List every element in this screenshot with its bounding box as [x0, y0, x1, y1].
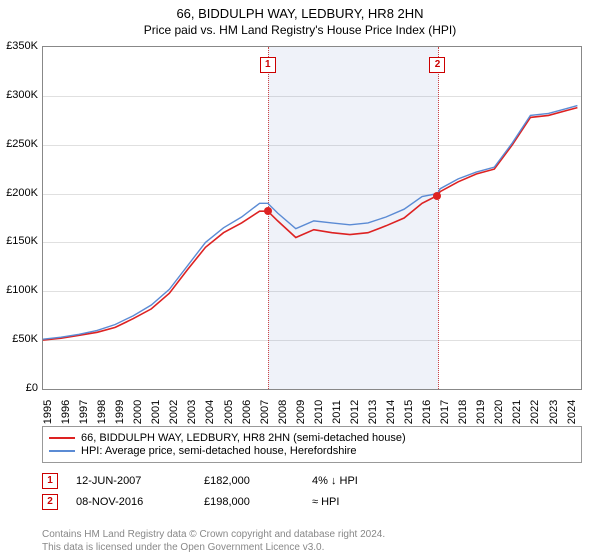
legend-row: HPI: Average price, semi-detached house,…: [49, 445, 575, 457]
y-axis-tick-label: £200K: [0, 187, 38, 199]
y-axis-tick-label: £0: [0, 382, 38, 394]
sale-row: 2 08-NOV-2016 £198,000 ≈ HPI: [42, 494, 582, 510]
sale-price: £198,000: [204, 496, 294, 508]
sale-row: 1 12-JUN-2007 £182,000 4% ↓ HPI: [42, 473, 582, 489]
sale-date: 08-NOV-2016: [76, 496, 186, 508]
x-axis-tick-label: 2008: [277, 400, 289, 424]
x-axis-tick-label: 2023: [548, 400, 560, 424]
sale-point-icon: [433, 192, 441, 200]
page-subtitle: Price paid vs. HM Land Registry's House …: [0, 23, 600, 37]
x-axis-tick-label: 2003: [187, 400, 199, 424]
legend-swatch-icon: [49, 437, 75, 439]
legend-swatch-icon: [49, 450, 75, 452]
x-axis-tick-label: 2020: [494, 400, 506, 424]
x-axis-tick-label: 2018: [457, 400, 469, 424]
legend-label: 66, BIDDULPH WAY, LEDBURY, HR8 2HN (semi…: [81, 432, 406, 444]
x-axis-tick-label: 1998: [96, 400, 108, 424]
plot-area: 12: [42, 46, 582, 390]
x-axis-tick-label: 2006: [241, 400, 253, 424]
sale-number-icon: 1: [42, 473, 58, 489]
sale-date: 12-JUN-2007: [76, 475, 186, 487]
series-hpi: [43, 106, 577, 340]
sales-table: 1 12-JUN-2007 £182,000 4% ↓ HPI 2 08-NOV…: [42, 468, 582, 515]
y-axis-tick-label: £250K: [0, 138, 38, 150]
legend-row: 66, BIDDULPH WAY, LEDBURY, HR8 2HN (semi…: [49, 432, 575, 444]
x-axis-tick-label: 2000: [133, 400, 145, 424]
line-series-svg: [43, 47, 581, 389]
y-axis-tick-label: £350K: [0, 40, 38, 52]
series-property: [43, 108, 577, 341]
y-axis-tick-label: £50K: [0, 333, 38, 345]
sale-marker-label: 2: [429, 57, 445, 73]
x-axis-tick-label: 1999: [114, 400, 126, 424]
legend-box: 66, BIDDULPH WAY, LEDBURY, HR8 2HN (semi…: [42, 426, 582, 463]
x-axis-tick-label: 2002: [169, 400, 181, 424]
x-axis-tick-label: 2005: [223, 400, 235, 424]
x-axis-tick-label: 2009: [295, 400, 307, 424]
x-axis-tick-label: 2004: [205, 400, 217, 424]
x-axis-tick-label: 2007: [259, 400, 271, 424]
x-axis-tick-label: 2015: [403, 400, 415, 424]
x-axis-tick-label: 2012: [349, 400, 361, 424]
x-axis-tick-label: 2011: [331, 400, 343, 424]
x-axis-tick-label: 2022: [530, 400, 542, 424]
x-axis-tick-label: 1995: [42, 400, 54, 424]
sale-number-icon: 2: [42, 494, 58, 510]
chart-container: 66, BIDDULPH WAY, LEDBURY, HR8 2HN Price…: [0, 0, 600, 560]
footnote: Contains HM Land Registry data © Crown c…: [42, 529, 385, 554]
x-axis-tick-label: 1997: [78, 400, 90, 424]
x-axis-tick-label: 2014: [385, 400, 397, 424]
sale-hpi-delta: ≈ HPI: [312, 496, 432, 508]
y-axis-tick-label: £300K: [0, 89, 38, 101]
legend-label: HPI: Average price, semi-detached house,…: [81, 445, 357, 457]
footnote-line: This data is licensed under the Open Gov…: [42, 542, 324, 553]
x-axis-tick-label: 2019: [476, 400, 488, 424]
x-axis-tick-label: 2016: [421, 400, 433, 424]
sale-hpi-delta: 4% ↓ HPI: [312, 475, 432, 487]
x-axis-tick-label: 2001: [151, 400, 163, 424]
footnote-line: Contains HM Land Registry data © Crown c…: [42, 529, 385, 540]
y-axis-tick-label: £150K: [0, 235, 38, 247]
sale-marker-label: 1: [260, 57, 276, 73]
x-axis-tick-label: 2024: [566, 400, 578, 424]
x-axis-tick-label: 2013: [367, 400, 379, 424]
x-axis-tick-label: 2010: [313, 400, 325, 424]
x-axis-tick-label: 2017: [439, 400, 451, 424]
x-axis-tick-label: 2021: [512, 400, 524, 424]
sale-price: £182,000: [204, 475, 294, 487]
y-axis-tick-label: £100K: [0, 284, 38, 296]
page-title: 66, BIDDULPH WAY, LEDBURY, HR8 2HN: [0, 0, 600, 21]
sale-point-icon: [264, 207, 272, 215]
x-axis-tick-label: 1996: [60, 400, 72, 424]
